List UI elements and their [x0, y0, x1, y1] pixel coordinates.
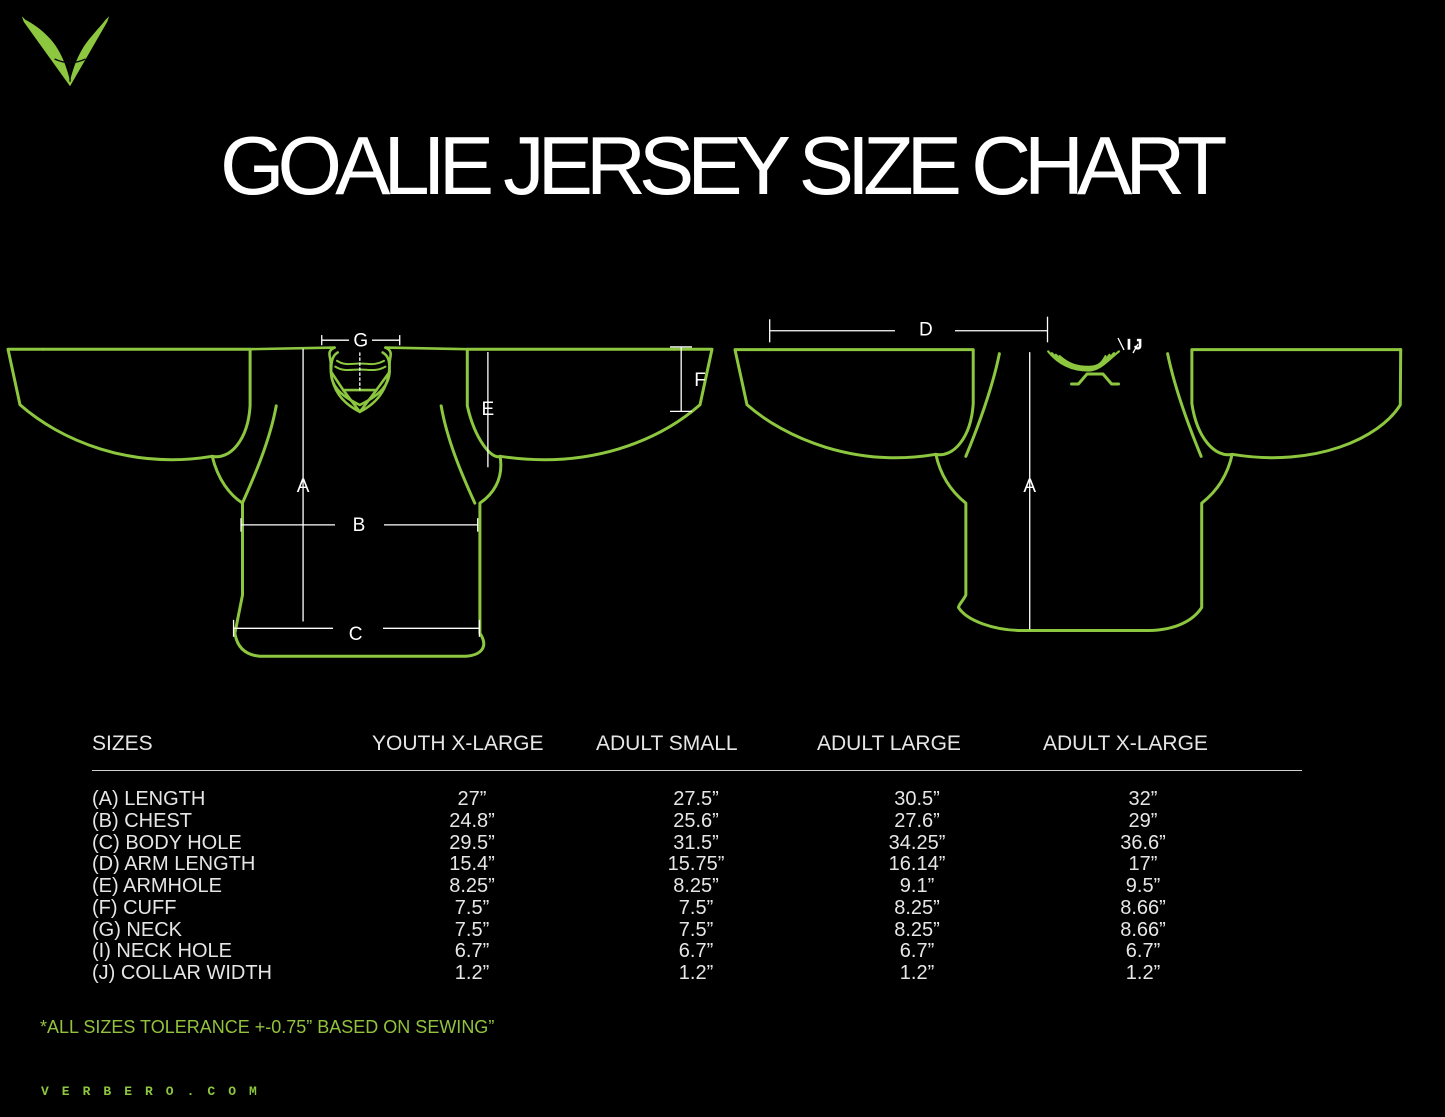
svg-text:F: F [694, 370, 706, 391]
svg-text:A: A [1023, 476, 1036, 497]
svg-text:C: C [349, 624, 363, 645]
svg-text:A: A [297, 476, 310, 497]
svg-text:I J: I J [1127, 336, 1142, 352]
svg-text:D: D [919, 320, 933, 341]
svg-text:B: B [353, 515, 366, 536]
svg-text:G: G [353, 331, 368, 352]
svg-text:E: E [482, 399, 495, 420]
